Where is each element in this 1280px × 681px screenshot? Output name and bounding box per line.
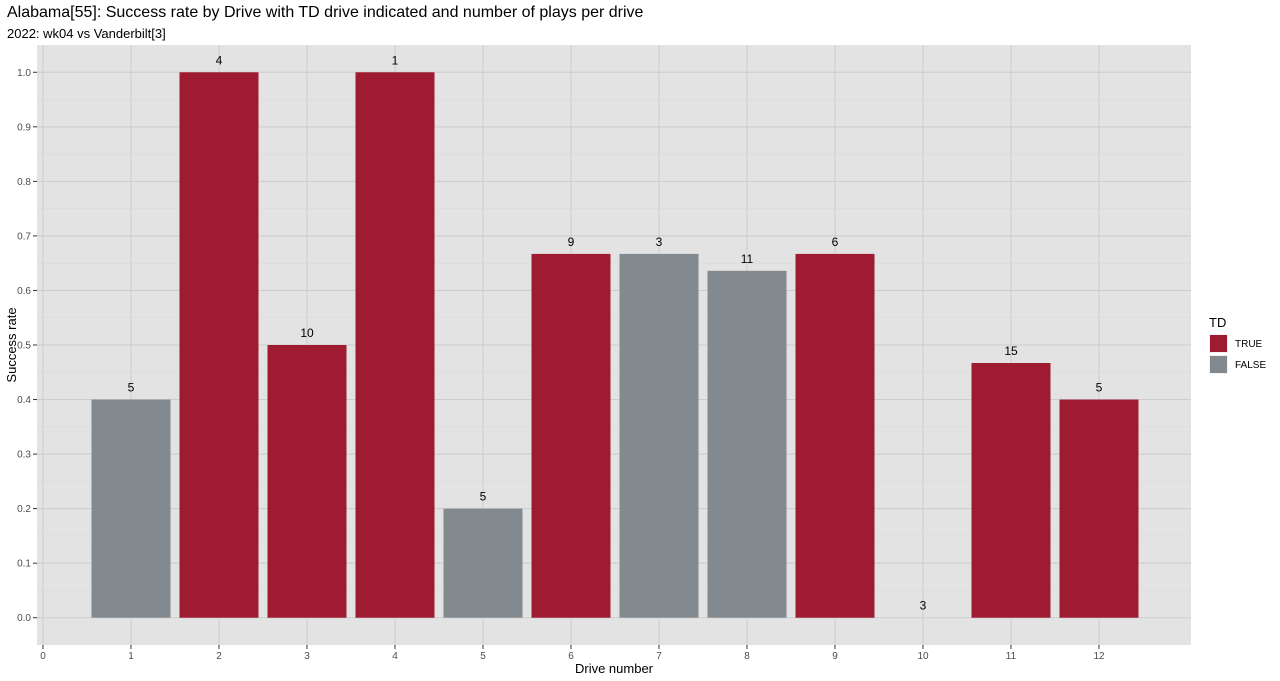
- y-axis: 0.0 0.1 0.2 0.3 0.4 0.5 0.6 0.7 0.8 0.9 1.0: [17, 68, 37, 624]
- x-axis: 0 1 2 3 4 5 6 7 8 9 10 11 12: [40, 645, 1105, 662]
- y-tick-label: 0.0: [17, 613, 31, 624]
- x-tick-label: 8: [744, 651, 750, 662]
- chart-title: Alabama[55]: Success rate by Drive with …: [7, 4, 644, 21]
- x-tick-label: 4: [392, 651, 398, 662]
- plays-label-drive-9: 6: [832, 235, 839, 249]
- y-tick-label: 0.5: [17, 341, 31, 352]
- plays-label-drive-11: 15: [1004, 344, 1018, 358]
- plays-label-drive-3: 10: [300, 326, 314, 340]
- y-tick-label: 0.4: [17, 395, 31, 406]
- plays-label-drive-6: 9: [568, 235, 575, 249]
- legend-key-false: [1210, 356, 1227, 373]
- plays-label-drive-5: 5: [480, 490, 487, 504]
- x-tick-label: 2: [216, 651, 222, 662]
- bars: [91, 72, 1139, 618]
- y-tick-label: 0.8: [17, 177, 31, 188]
- legend-label-true: TRUE: [1235, 339, 1263, 350]
- plays-label-drive-4: 1: [392, 53, 399, 67]
- y-axis-title: Success rate: [4, 307, 19, 382]
- legend-label-false: FALSE: [1235, 360, 1266, 371]
- bar-drive-9: [795, 253, 875, 618]
- plays-label-drive-8: 11: [741, 252, 754, 266]
- x-tick-label: 12: [1093, 651, 1105, 662]
- bar-drive-6: [531, 253, 611, 618]
- x-axis-title: Drive number: [575, 661, 654, 676]
- y-tick-label: 0.7: [17, 231, 31, 242]
- x-tick-label: 5: [480, 651, 486, 662]
- y-tick-label: 0.9: [17, 122, 31, 133]
- bar-drive-2: [179, 72, 259, 618]
- legend: TD TRUE FALSE: [1209, 315, 1266, 374]
- legend-key-true: [1210, 335, 1227, 352]
- y-tick-label: 1.0: [17, 68, 31, 79]
- bar-drive-3: [267, 345, 347, 618]
- x-tick-label: 11: [1006, 651, 1017, 662]
- x-tick-label: 10: [917, 651, 929, 662]
- bar-drive-12: [1059, 399, 1139, 618]
- y-tick-label: 0.6: [17, 286, 31, 297]
- plays-label-drive-7: 3: [656, 235, 663, 249]
- x-tick-label: 9: [832, 651, 838, 662]
- legend-title: TD: [1209, 315, 1226, 330]
- plays-label-drive-10: 3: [920, 599, 927, 613]
- y-tick-label: 0.3: [17, 450, 31, 461]
- x-tick-label: 6: [568, 651, 574, 662]
- bar-drive-1: [91, 399, 171, 618]
- x-tick-label: 7: [656, 651, 662, 662]
- x-tick-label: 3: [304, 651, 310, 662]
- bar-drive-5: [443, 508, 523, 618]
- y-tick-label: 0.2: [17, 504, 31, 515]
- plays-label-drive-12: 5: [1096, 381, 1103, 395]
- chart-subtitle: 2022: wk04 vs Vanderbilt[3]: [7, 26, 166, 41]
- plays-label-drive-1: 5: [128, 381, 135, 395]
- bar-drive-7: [619, 253, 699, 618]
- bar-drive-8: [707, 270, 787, 618]
- bar-drive-4: [355, 72, 435, 618]
- bar-drive-11: [971, 363, 1051, 618]
- plays-label-drive-2: 4: [216, 53, 223, 67]
- y-tick-label: 0.1: [17, 559, 31, 570]
- x-tick-label: 1: [128, 651, 134, 662]
- x-tick-label: 0: [40, 651, 46, 662]
